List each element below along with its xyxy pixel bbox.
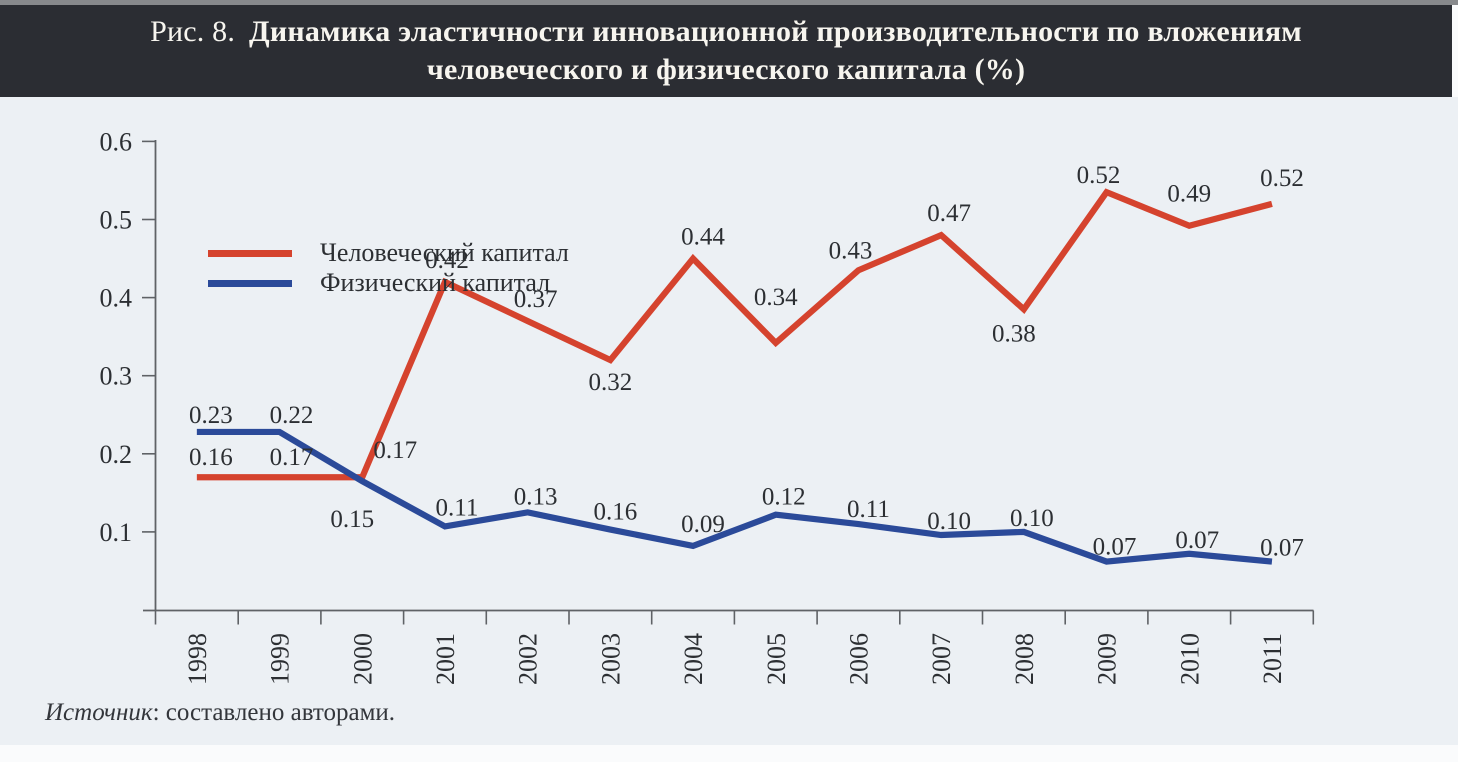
chart-legend: Человеческий капитал Физический капитал xyxy=(208,238,569,298)
data-label: 0.11 xyxy=(847,496,890,523)
line-chart: 0.6 0.5 0.4 0.3 0.2 0.1 1998 1999 2000 2001 2002 20… xyxy=(100,127,1315,685)
data-label: 0.10 xyxy=(1010,505,1054,532)
data-label: 0.12 xyxy=(762,484,806,511)
figure-title-bar: Рис. 8. Динамика эластичности инновационн… xyxy=(0,5,1452,97)
data-label: 0.44 xyxy=(681,224,725,251)
y-tick-label: 0.3 xyxy=(100,362,133,391)
chart-panel: 0.6 0.5 0.4 0.3 0.2 0.1 1998 1999 2000 2001 2002 20… xyxy=(0,97,1458,745)
data-label: 0.23 xyxy=(189,402,233,429)
source-note: Источник: составлено авторами. xyxy=(45,699,395,727)
data-label: 0.22 xyxy=(270,402,314,429)
data-label: 0.16 xyxy=(593,499,637,526)
data-label: 0.07 xyxy=(1175,527,1219,554)
x-tick-label: 2010 xyxy=(1175,633,1204,685)
data-label: 0.07 xyxy=(1093,534,1137,561)
y-tick-label: 0.1 xyxy=(100,518,133,547)
data-label: 0.43 xyxy=(829,237,873,264)
x-tick-label: 2008 xyxy=(1010,633,1039,685)
legend-label-physical-capital: Физический капитал xyxy=(320,268,551,297)
legend-item-human-capital: Человеческий капитал xyxy=(208,238,569,268)
data-label: 0.34 xyxy=(754,284,798,311)
source-text: : составлено авторами. xyxy=(152,699,396,726)
series-line-physical-capital xyxy=(196,428,1273,565)
data-label: 0.15 xyxy=(330,506,374,533)
data-label: 0.52 xyxy=(1260,165,1304,192)
series-lines xyxy=(196,188,1273,565)
data-label: 0.38 xyxy=(992,320,1036,347)
data-labels: 0.16 0.17 0.17 0.42 0.37 0.32 0.44 0.34 0.43 0.47… xyxy=(189,162,1304,561)
data-label: 0.13 xyxy=(514,483,558,510)
axes xyxy=(143,140,1314,612)
data-label: 0.17 xyxy=(373,437,417,464)
legend-swatch-human-capital xyxy=(208,249,292,257)
figure-title-line1: Рис. 8. Динамика эластичности инновационн… xyxy=(0,13,1452,51)
data-label: 0.11 xyxy=(436,494,479,521)
x-tick-label: 2006 xyxy=(844,633,873,685)
data-label: 0.47 xyxy=(927,200,971,227)
x-tick-label: 2005 xyxy=(762,633,791,685)
data-label: 0.09 xyxy=(681,511,725,538)
y-tick-label: 0.5 xyxy=(100,206,133,235)
y-tick-label: 0.2 xyxy=(100,440,133,469)
data-label: 0.49 xyxy=(1167,181,1211,208)
data-label: 0.52 xyxy=(1077,162,1121,189)
y-axis-ticks: 0.6 0.5 0.4 0.3 0.2 0.1 xyxy=(100,127,156,547)
legend-swatch-physical-capital xyxy=(208,279,292,287)
data-label: 0.17 xyxy=(270,444,314,471)
data-label: 0.42 xyxy=(425,247,469,274)
data-label: 0.10 xyxy=(927,508,971,535)
data-label: 0.16 xyxy=(189,444,233,471)
figure-title-text: Динамика эластичности инновационной прои… xyxy=(249,15,1302,48)
x-axis-ticks: 1998 1999 2000 2001 2002 2003 2004 2005 2006 2007… xyxy=(154,610,1315,685)
x-tick-label: 1999 xyxy=(266,633,295,685)
x-tick-label: 2009 xyxy=(1093,633,1122,685)
x-tick-label: 2003 xyxy=(596,633,625,685)
data-label: 0.37 xyxy=(514,286,558,313)
x-tick-label: 2011 xyxy=(1258,633,1287,684)
y-tick-label: 0.4 xyxy=(100,284,133,313)
y-tick-label: 0.6 xyxy=(100,127,133,156)
x-tick-label: 2001 xyxy=(431,633,460,685)
series-line-human-capital xyxy=(196,188,1273,481)
figure-number: Рис. 8. xyxy=(150,15,236,48)
legend-item-physical-capital: Физический капитал xyxy=(208,268,569,298)
x-tick-label: 1998 xyxy=(183,633,212,685)
x-tick-label: 2002 xyxy=(514,633,543,685)
x-tick-label: 2007 xyxy=(927,633,956,685)
data-label: 0.32 xyxy=(588,369,632,396)
page-top-rule xyxy=(0,0,1458,5)
x-tick-label: 2000 xyxy=(348,633,377,685)
figure-title-line2: человеческого и физического капитала (%) xyxy=(426,53,1026,86)
source-label: Источник xyxy=(45,699,153,726)
legend-label-human-capital: Человеческий капитал xyxy=(320,238,569,267)
x-tick-label: 2004 xyxy=(679,633,708,685)
data-label: 0.07 xyxy=(1260,535,1304,562)
